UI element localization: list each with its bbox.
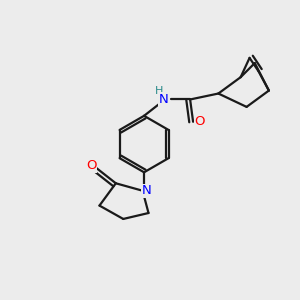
Text: O: O xyxy=(86,159,97,172)
Text: O: O xyxy=(194,115,205,128)
Text: H: H xyxy=(155,86,164,96)
Text: N: N xyxy=(158,93,168,106)
Text: N: N xyxy=(142,184,152,197)
